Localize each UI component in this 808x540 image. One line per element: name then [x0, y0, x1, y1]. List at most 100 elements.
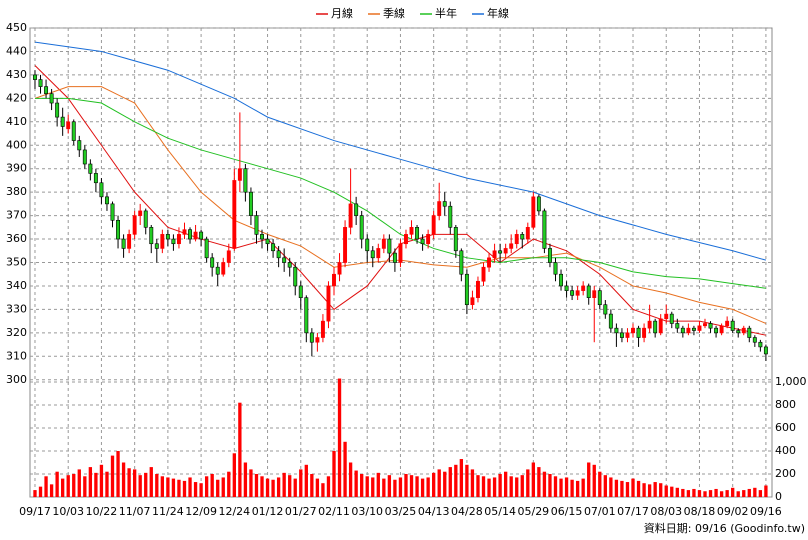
candle-body — [481, 266, 486, 282]
candle-body — [631, 327, 635, 334]
volume-bar — [426, 477, 430, 497]
candle-body — [287, 262, 292, 268]
volume-bar — [454, 464, 458, 497]
candle-body — [204, 238, 209, 259]
y-tick-label: 390 — [6, 162, 27, 175]
candle-body — [636, 327, 641, 338]
y-tick-label: 450 — [6, 21, 27, 34]
x-tick-label: 12/09 — [185, 505, 217, 518]
volume-bar — [432, 472, 436, 497]
candle-body — [608, 313, 613, 329]
volume-bar — [276, 477, 281, 497]
legend-label: 半年 — [435, 6, 457, 20]
x-tick-label: 11/07 — [119, 505, 151, 518]
volume-bar — [188, 477, 192, 497]
candle-body — [431, 215, 436, 235]
x-tick-label: 01/27 — [285, 505, 317, 518]
volume-bar — [326, 476, 331, 497]
candle-body — [437, 201, 442, 216]
volume-bar — [708, 490, 713, 497]
candle-body — [320, 320, 325, 338]
volume-bar — [38, 486, 43, 497]
candle-body — [282, 257, 287, 263]
y-tick-label: 350 — [6, 256, 27, 269]
volume-bar — [254, 473, 259, 497]
volume-bar — [227, 471, 231, 497]
x-tick-label: 09/16 — [750, 505, 782, 518]
y-tick-label: 410 — [6, 115, 27, 128]
candle-body — [254, 215, 259, 235]
candle-body — [509, 243, 514, 249]
x-tick-label: 07/17 — [617, 505, 649, 518]
candle-body — [171, 238, 176, 245]
candle-body — [165, 234, 170, 240]
candle-body — [592, 290, 597, 298]
volume-bar — [116, 450, 120, 497]
volume-bar — [631, 478, 635, 497]
candle-body — [392, 252, 397, 263]
volume-bar — [697, 490, 702, 497]
candle-body — [221, 262, 226, 275]
volume-bar — [719, 491, 724, 497]
volume-bar — [498, 473, 502, 497]
candle-body — [121, 238, 126, 249]
volume-bar — [509, 476, 513, 497]
candle-body — [570, 290, 575, 296]
candle-body — [49, 93, 54, 104]
candle-body — [309, 332, 314, 343]
candle-body — [664, 313, 669, 320]
volume-bar — [94, 472, 98, 497]
candle-body — [193, 231, 198, 240]
candle-body — [271, 243, 276, 252]
y-tick-label: 400 — [6, 138, 27, 151]
candle-body — [420, 238, 425, 245]
legend-label: 季線 — [383, 6, 405, 20]
volume-bar — [288, 475, 292, 497]
volume-bar — [587, 462, 591, 497]
candle-body — [492, 250, 497, 259]
candle-body — [409, 227, 414, 235]
y2-tick-label: 0 — [775, 490, 782, 503]
volume-bar — [354, 470, 358, 497]
volume-bar — [753, 487, 757, 497]
candle-body — [536, 196, 541, 212]
candle-body — [359, 215, 364, 240]
volume-bar — [83, 476, 87, 497]
candle-body — [531, 196, 536, 228]
candle-body — [127, 234, 132, 249]
candle-body — [697, 325, 702, 331]
x-tick-label: 04/13 — [418, 505, 450, 518]
volume-bar — [282, 472, 286, 497]
volume-bar — [171, 478, 176, 497]
y2-tick-label: 1,000 — [775, 375, 807, 388]
candle-body — [586, 285, 591, 298]
candle-body — [188, 229, 192, 240]
volume-bar — [481, 476, 486, 497]
candle-body — [265, 238, 270, 245]
volume-bar — [332, 450, 336, 497]
volume-bar — [459, 459, 464, 497]
volume-bar — [609, 477, 613, 497]
volume-bar — [725, 490, 729, 497]
volume-bar — [714, 488, 718, 497]
volume-bar — [216, 479, 220, 497]
candle-body — [453, 227, 458, 252]
y-tick-label: 320 — [6, 326, 27, 339]
candle-body — [404, 234, 408, 245]
candle-body — [448, 205, 453, 228]
volume-bar — [503, 471, 508, 497]
volume-bar — [664, 485, 668, 497]
candle-body — [747, 327, 752, 338]
volume-bar — [553, 476, 558, 497]
x-tick-label: 04/28 — [451, 505, 483, 518]
y-tick-label: 360 — [6, 232, 27, 245]
x-tick-label: 11/24 — [152, 505, 184, 518]
candle-body — [160, 234, 165, 249]
volume-bar — [404, 473, 408, 497]
candle-body — [71, 121, 76, 141]
volume-bar — [310, 473, 314, 497]
candle-body — [226, 250, 231, 263]
volume-bar — [520, 475, 524, 497]
volume-bar — [443, 471, 447, 497]
y-tick-label: 430 — [6, 68, 27, 81]
